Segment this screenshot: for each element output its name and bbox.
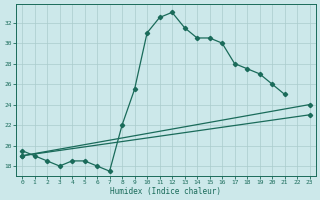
X-axis label: Humidex (Indice chaleur): Humidex (Indice chaleur) <box>110 187 221 196</box>
